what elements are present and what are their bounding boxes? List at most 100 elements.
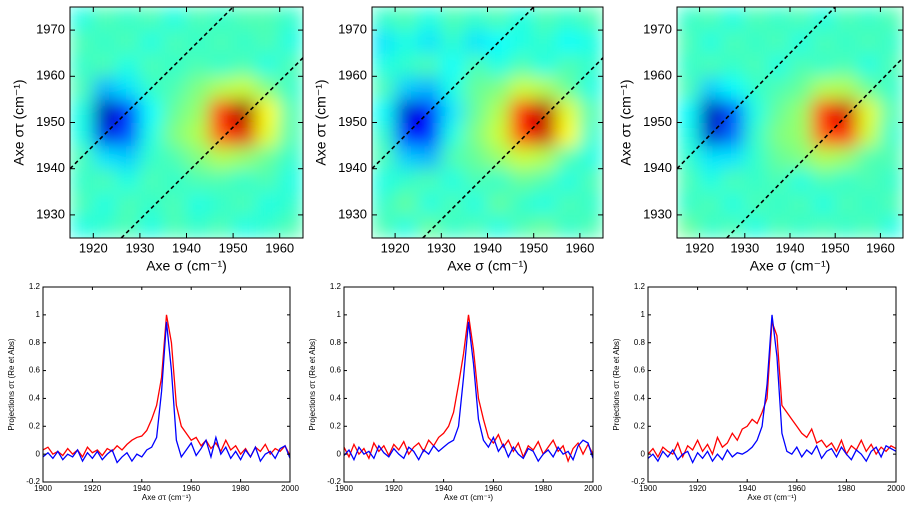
heat-cell bbox=[372, 7, 396, 31]
heat-cell bbox=[92, 145, 118, 170]
x-tick-label: 1940 bbox=[776, 240, 805, 255]
x-tick-label: 1920 bbox=[84, 484, 102, 493]
heat-cell bbox=[162, 145, 187, 170]
heat-cell bbox=[209, 122, 234, 147]
axes-box bbox=[42, 286, 291, 483]
heat-cell bbox=[744, 168, 768, 193]
x-axis-label: Axe στ (cm⁻¹) bbox=[444, 493, 494, 502]
heat-cell bbox=[92, 7, 118, 31]
heat-cell bbox=[789, 145, 814, 170]
heat-cell bbox=[463, 29, 488, 54]
x-tick-label: 1960 bbox=[866, 240, 895, 255]
heat-cell bbox=[116, 122, 141, 147]
heat-cell bbox=[232, 98, 257, 123]
heat-cell bbox=[834, 122, 859, 147]
heat-cell bbox=[834, 75, 859, 100]
heat-cell bbox=[487, 168, 512, 193]
heat-cell bbox=[487, 145, 512, 170]
y-axis-label: Axe στ (cm⁻¹) bbox=[11, 79, 27, 165]
heat-cell bbox=[510, 75, 535, 100]
panel: 1900 1920 1940 1960 1980 2000 -0.2 0 0.2 0.4 0.6 0.… bbox=[7, 282, 299, 502]
x-axis-label: Axe σ (cm⁻¹) bbox=[447, 258, 528, 274]
heat-cell bbox=[744, 214, 768, 238]
y-tick-label: 0.6 bbox=[29, 366, 41, 375]
heatmap-cells bbox=[677, 7, 903, 238]
y-tick-label: 0.2 bbox=[29, 421, 41, 430]
heat-cell bbox=[92, 214, 118, 238]
heat-cell bbox=[186, 214, 211, 238]
heat-cell bbox=[255, 191, 281, 216]
panel: 1900 1920 1940 1960 1980 2000 -0.2 0 0.2 0.4 0.6 0.… bbox=[612, 282, 905, 502]
heat-cell bbox=[394, 98, 419, 123]
y-tick-label: 0.2 bbox=[330, 421, 342, 430]
y-tick-label: 1950 bbox=[338, 114, 367, 129]
heat-cell bbox=[186, 98, 211, 123]
y-tick-label: 0.8 bbox=[634, 338, 646, 347]
line-series bbox=[343, 321, 594, 463]
heatmap bbox=[677, 7, 903, 238]
heat-cell bbox=[533, 75, 558, 100]
heat-cell bbox=[699, 168, 723, 193]
heat-cell bbox=[677, 191, 701, 216]
x-tick-label: 1940 bbox=[133, 484, 151, 493]
heat-cell bbox=[579, 75, 603, 100]
heat-cell bbox=[812, 75, 836, 100]
heat-cell bbox=[834, 98, 859, 123]
heat-cell bbox=[116, 168, 141, 193]
heat-cell bbox=[186, 75, 211, 100]
heat-cell bbox=[232, 168, 257, 193]
line-series bbox=[42, 321, 291, 464]
y-tick-label: 1.2 bbox=[29, 282, 41, 291]
heat-cell bbox=[766, 214, 791, 238]
y-tick-label: 1930 bbox=[36, 206, 65, 221]
heat-cell bbox=[92, 98, 118, 123]
y-tick-label: -0.2 bbox=[327, 477, 341, 486]
heat-cell bbox=[879, 29, 903, 54]
heat-cell bbox=[556, 145, 581, 170]
heat-cell bbox=[417, 29, 442, 54]
heat-cell bbox=[279, 122, 303, 147]
heat-cell bbox=[699, 214, 723, 238]
heat-cell bbox=[677, 168, 701, 193]
heat-cell bbox=[744, 145, 768, 170]
heat-cell bbox=[812, 191, 836, 216]
x-tick-label: 1980 bbox=[232, 484, 250, 493]
heat-cell bbox=[579, 191, 603, 216]
y-tick-label: 0.4 bbox=[634, 394, 646, 403]
heat-cell bbox=[209, 75, 234, 100]
heat-cell bbox=[556, 75, 581, 100]
heat-cell bbox=[70, 191, 94, 216]
x-tick-label: 1950 bbox=[519, 240, 548, 255]
heat-cell bbox=[440, 145, 465, 170]
heat-cell bbox=[744, 122, 768, 147]
heat-cell bbox=[579, 214, 603, 238]
heat-cell bbox=[70, 75, 94, 100]
heat-cell bbox=[789, 98, 814, 123]
panel: 1920 1930 1940 1950 1960 1930 1940 1950 1960 1970… bbox=[313, 6, 604, 274]
heat-cell bbox=[834, 168, 859, 193]
y-axis-label: Axe στ (cm⁻¹) bbox=[313, 79, 329, 165]
heat-cell bbox=[533, 168, 558, 193]
heat-cell bbox=[834, 7, 859, 31]
y-axis-label: Projections στ (Re et Abs) bbox=[7, 338, 16, 430]
heat-cell bbox=[510, 145, 535, 170]
heat-cell bbox=[510, 98, 535, 123]
y-axis-label: Axe στ (cm⁻¹) bbox=[618, 79, 634, 165]
heat-cell bbox=[721, 214, 746, 238]
y-tick-label: 0 bbox=[641, 449, 646, 458]
heat-cell bbox=[92, 191, 118, 216]
heat-cell bbox=[209, 214, 234, 238]
heat-cell bbox=[699, 145, 723, 170]
x-tick-label: 1960 bbox=[788, 484, 806, 493]
heat-cell bbox=[533, 122, 558, 147]
heat-cell bbox=[417, 7, 442, 31]
heat-cell bbox=[162, 122, 187, 147]
heat-cell bbox=[857, 52, 881, 77]
heat-cell bbox=[417, 52, 442, 77]
heat-cell bbox=[579, 98, 603, 123]
heat-cell bbox=[556, 7, 581, 31]
heat-cell bbox=[255, 168, 281, 193]
axes-box bbox=[647, 286, 897, 483]
heat-cell bbox=[533, 29, 558, 54]
heat-cell bbox=[70, 98, 94, 123]
